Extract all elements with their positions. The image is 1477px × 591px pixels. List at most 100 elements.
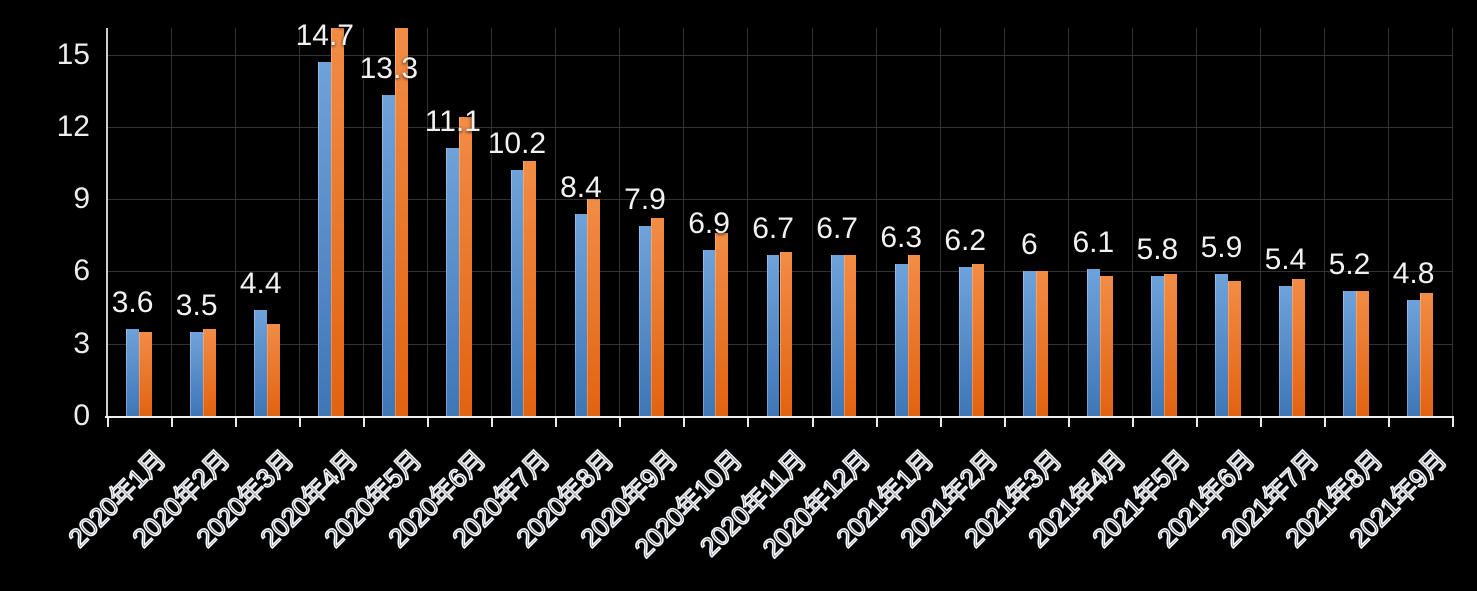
- bar-orange[interactable]: [971, 264, 985, 416]
- bar-blue[interactable]: [446, 148, 460, 416]
- bar-orange[interactable]: [779, 252, 793, 416]
- bar-blue[interactable]: [702, 249, 716, 416]
- vertical-gridline: [1323, 28, 1325, 416]
- major-gridline: [107, 126, 1452, 128]
- vertical-gridline: [363, 28, 365, 416]
- x-axis-tick: [811, 418, 814, 427]
- bar-orange[interactable]: [1035, 271, 1049, 416]
- vertical-gridline: [1452, 28, 1453, 416]
- bar-orange[interactable]: [1099, 276, 1113, 416]
- data-label: 6.3: [880, 221, 923, 255]
- data-label: 5.4: [1264, 242, 1307, 276]
- vertical-gridline: [1003, 28, 1005, 416]
- data-label: 6.1: [1072, 225, 1115, 259]
- bar-orange[interactable]: [139, 331, 152, 416]
- bar-orange[interactable]: [1419, 293, 1433, 416]
- bar-orange[interactable]: [331, 28, 344, 416]
- bar-blue[interactable]: [1343, 290, 1356, 416]
- data-label: 13.3: [359, 52, 419, 86]
- x-axis-tick: [555, 418, 558, 427]
- vertical-gridline: [619, 28, 621, 416]
- bar-blue[interactable]: [1150, 276, 1164, 416]
- x-axis-tick: [1259, 418, 1262, 427]
- x-axis-tick: [171, 418, 174, 427]
- vertical-gridline: [1131, 28, 1133, 416]
- bar-blue[interactable]: [1279, 285, 1292, 416]
- bar-blue[interactable]: [574, 213, 588, 416]
- bar-blue[interactable]: [1086, 268, 1100, 416]
- x-axis-tick: [619, 418, 622, 427]
- y-axis-label: 3: [73, 326, 90, 360]
- x-axis-tick: [235, 418, 238, 427]
- bar-orange[interactable]: [587, 199, 601, 416]
- vertical-gridline: [1067, 28, 1069, 416]
- bar-orange[interactable]: [1291, 278, 1305, 416]
- bar-blue[interactable]: [894, 264, 908, 416]
- bar-blue[interactable]: [1407, 300, 1420, 416]
- bar-orange[interactable]: [715, 232, 729, 416]
- bar-orange[interactable]: [843, 254, 857, 416]
- vertical-gridline: [683, 28, 685, 416]
- bar-orange[interactable]: [203, 329, 216, 416]
- x-axis-tick: [427, 418, 430, 427]
- data-label: 5.8: [1136, 233, 1179, 267]
- data-label: 8.4: [560, 170, 602, 204]
- x-axis-tick: [1323, 418, 1326, 427]
- bar-blue[interactable]: [190, 331, 204, 416]
- x-axis-tick: [491, 418, 494, 427]
- bar-blue[interactable]: [766, 254, 780, 416]
- data-label: 5.9: [1200, 230, 1243, 264]
- y-axis-label: 15: [56, 37, 90, 71]
- data-label: 6: [1020, 228, 1038, 262]
- bar-blue[interactable]: [638, 225, 652, 416]
- bar-orange[interactable]: [395, 28, 408, 416]
- vertical-gridline: [555, 28, 557, 416]
- x-axis-tick: [107, 418, 109, 427]
- data-label: 10.2: [487, 127, 547, 161]
- bar-orange[interactable]: [1355, 290, 1369, 416]
- x-axis-tick: [1195, 418, 1198, 427]
- bar-orange[interactable]: [651, 218, 665, 416]
- bar-blue[interactable]: [126, 329, 140, 416]
- data-label: 4.4: [239, 266, 282, 300]
- vertical-gridline: [747, 28, 749, 416]
- bar-orange[interactable]: [1163, 273, 1177, 416]
- bar-blue[interactable]: [1215, 273, 1228, 416]
- data-label: 11.1: [424, 105, 481, 139]
- bar-orange[interactable]: [523, 160, 537, 416]
- vertical-gridline: [235, 28, 237, 416]
- bar-blue[interactable]: [1022, 271, 1036, 416]
- x-axis-tick: [939, 418, 942, 427]
- data-label: 5.2: [1328, 247, 1371, 281]
- x-axis-tick: [1067, 418, 1070, 427]
- bar-blue[interactable]: [254, 309, 268, 416]
- y-axis-label: 9: [73, 182, 90, 216]
- major-gridline: [107, 199, 1452, 201]
- vertical-gridline: [171, 28, 173, 416]
- bar-orange[interactable]: [267, 324, 280, 416]
- y-axis-line: [106, 28, 108, 418]
- vertical-gridline: [939, 28, 941, 416]
- x-axis-tick: [1131, 418, 1134, 427]
- x-axis-tick: [1387, 418, 1390, 427]
- vertical-gridline: [811, 28, 813, 416]
- y-axis-label: 0: [73, 399, 90, 432]
- x-axis-tick: [363, 418, 366, 427]
- bar-blue[interactable]: [510, 170, 524, 416]
- x-axis-tick: [875, 418, 878, 427]
- x-axis-tick: [747, 418, 750, 427]
- bar-orange[interactable]: [459, 117, 473, 416]
- vertical-gridline: [427, 28, 429, 416]
- bar-blue[interactable]: [382, 95, 396, 416]
- data-label: 14.7: [295, 18, 354, 52]
- bar-orange[interactable]: [1227, 281, 1241, 416]
- data-label: 6.2: [944, 223, 987, 257]
- bar-blue[interactable]: [958, 266, 972, 416]
- x-axis-line: [105, 416, 1454, 418]
- bar-blue[interactable]: [318, 61, 332, 416]
- vertical-gridline: [491, 28, 493, 416]
- vertical-gridline: [875, 28, 877, 416]
- bar-orange[interactable]: [907, 254, 921, 416]
- bar-blue[interactable]: [830, 254, 844, 416]
